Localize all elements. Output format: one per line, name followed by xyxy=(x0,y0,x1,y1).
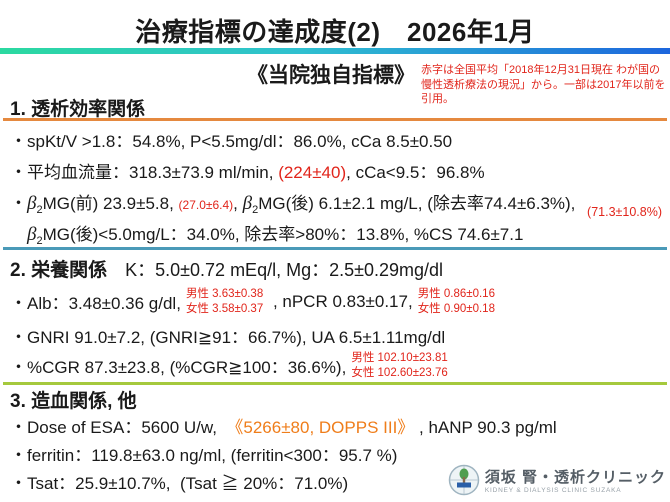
b2mg-target-text: MG(後)<5.0mg/L：34.0%, 除去率>80%：13.8%, %CS … xyxy=(42,225,524,244)
alb-text: ・Alb：3.48±0.36 g/dl, xyxy=(10,294,181,314)
alb-national-by-sex: 男性 3.63±0.38 女性 3.58±0.37 xyxy=(186,287,263,317)
section2-divider xyxy=(3,247,667,250)
beta-symbol: β xyxy=(27,193,37,214)
section1-heading: 1. 透析効率関係 xyxy=(10,99,146,120)
line-bloodflow: ・平均血流量：318.3±73.9 ml/min, (224±40), cCa<… xyxy=(10,158,485,183)
section2-heading-label: 2. 栄養関係 xyxy=(10,260,108,281)
b2mg-bullet: ・ xyxy=(10,194,27,213)
alb-female-avg: 女性 3.58±0.37 xyxy=(185,302,264,315)
cgr-text: ・%CGR 87.3±23.8, (%CGR≧100：36.6%), xyxy=(10,358,347,378)
section2-heading-values: K：5.0±0.72 mEq/l, Mg：2.5±0.29mg/dl xyxy=(107,260,444,280)
section3-divider xyxy=(3,382,667,385)
bloodflow-text: ・平均血流量：318.3±73.9 ml/min, xyxy=(10,163,279,182)
cgr-male-avg: 男性 102.10±23.81 xyxy=(351,352,448,364)
header-gradient-bar xyxy=(0,48,670,54)
cgr-female-avg: 女性 102.60±23.76 xyxy=(351,366,448,379)
national-average-note: 赤字は全国平均「2018年12月31日現在 わが国の慢性透析療法の現況」から。一… xyxy=(421,64,666,106)
b2mg-post-text: MG(後) 6.1±2.1 mg/L, (除去率74.4±6.3%), xyxy=(258,194,576,213)
clinic-logo-text: 須坂 腎・透析クリニック KIDNEY & DIALYSIS CLINIC SU… xyxy=(485,466,666,494)
npcr-national-by-sex: 男性 0.86±0.16 女性 0.90±0.18 xyxy=(418,287,495,317)
line-alb-npcr: ・Alb：3.48±0.36 g/dl, 男性 3.63±0.38 女性 3.58±… xyxy=(10,287,500,317)
bloodflow-cca-text: , cCa<9.5：96.8% xyxy=(346,163,485,182)
clinic-name: 須坂 腎・透析クリニック xyxy=(484,469,666,486)
npcr-male-avg: 男性 0.86±0.16 xyxy=(417,288,495,300)
beta-symbol: β xyxy=(27,224,37,245)
section2-heading: 2. 栄養関係 K：5.0±0.72 mEq/l, Mg：2.5±0.29mg/… xyxy=(10,255,443,282)
alb-male-avg: 男性 3.63±0.38 xyxy=(185,288,264,300)
removal-rate-national-avg: (71.3±10.8%) xyxy=(587,205,662,219)
clinic-indicator-badge: 《当院独自指標》 xyxy=(247,64,415,87)
clinic-logo: 須坂 腎・透析クリニック KIDNEY & DIALYSIS CLINIC SU… xyxy=(447,463,666,497)
b2mg-separator: , xyxy=(233,194,243,213)
clinic-logo-icon xyxy=(448,464,480,496)
line-ferritin: ・ferritin：119.8±63.0 ng/ml, (ferritin<30… xyxy=(10,446,398,465)
cgr-national-by-sex: 男性 102.10±23.81 女性 102.60±23.76 xyxy=(351,351,447,381)
section3-heading: 3. 造血関係, 他 xyxy=(10,391,137,412)
beta-subscript: 2 xyxy=(36,204,43,216)
beta-symbol: β xyxy=(242,193,253,214)
bloodflow-national-avg: (224±40) xyxy=(278,163,347,182)
line-tsat: ・Tsat：25.9±10.7%, (Tsat ≧ 20%：71.0%) xyxy=(10,474,349,493)
esa-dopps-reference: 《5266±80, DOPPS III》 xyxy=(226,418,415,437)
beta-subscript: 2 xyxy=(36,235,43,247)
line-b2mg-targets: β2MG(後)<5.0mg/L：34.0%, 除去率>80%：13.8%, %C… xyxy=(27,220,523,247)
line-b2mg-pre-post: ・β2MG(前) 23.9±5.8, (27.0±6.4), β2MG(後) 6… xyxy=(10,189,575,216)
line-gnri-ua: ・GNRI 91.0±7.2, (GNRI≧91：66.7%), UA 6.5±… xyxy=(10,328,446,347)
line-cgr: ・%CGR 87.3±23.8, (%CGR≧100：36.6%), 男性 102… xyxy=(10,351,453,381)
npcr-female-avg: 女性 0.90±0.18 xyxy=(417,302,495,315)
b2mg-national-avg: (27.0±6.4) xyxy=(178,198,234,212)
esa-text: ・Dose of ESA：5600 U/w, xyxy=(10,418,227,437)
section1-divider xyxy=(3,118,667,121)
line-spktv: ・spKt/V >1.8：54.8%, P<5.5mg/dl：86.0%, cC… xyxy=(10,132,453,151)
hanp-text: , hANP 90.3 pg/ml xyxy=(414,418,557,437)
b2mg-pre-text: MG(前) 23.9±5.8, xyxy=(42,194,179,213)
npcr-text: , nPCR 0.83±0.17, xyxy=(268,291,413,311)
page-title: 治療指標の達成度(2) 2026年1月 xyxy=(135,17,535,47)
line-esa-hanp: ・Dose of ESA：5600 U/w, 《5266±80, DOPPS I… xyxy=(10,413,557,438)
clinic-subtitle: KIDNEY & DIALYSIS CLINIC SUZAKA xyxy=(484,487,622,494)
beta-subscript: 2 xyxy=(252,204,259,216)
